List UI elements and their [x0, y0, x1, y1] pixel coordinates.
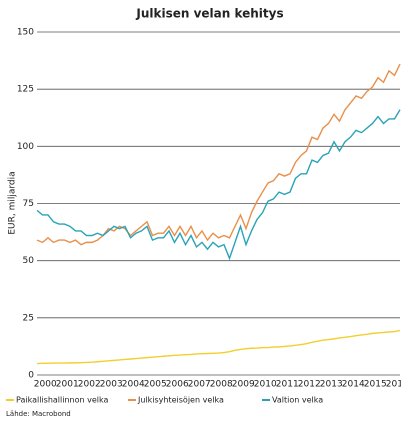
x-tick-label: 2009 [232, 380, 255, 390]
x-tick-label: 2008 [210, 380, 233, 390]
y-tick-label: 150 [17, 28, 34, 38]
legend-label: Paikallishallinnon velka [16, 396, 108, 405]
legend-label: Valtion velka [272, 396, 323, 405]
x-tick-label: 2016 [386, 380, 401, 390]
x-tick-label: 2005 [144, 380, 167, 390]
x-tick-label: 2007 [188, 380, 211, 390]
series-line [36, 329, 401, 365]
x-tick-label: 2000 [34, 380, 57, 390]
series-line [36, 109, 401, 261]
y-tick-label: 75 [23, 199, 34, 209]
x-tick-label: 2003 [100, 380, 123, 390]
x-tick-label: 2014 [342, 380, 365, 390]
x-tick-label: 2006 [166, 380, 189, 390]
x-tick-label: 2012 [298, 380, 321, 390]
y-tick-label: 0 [28, 371, 34, 381]
y-axis-label: EUR, miljardia [8, 171, 18, 234]
legend-label: Julkisyhteisöjen velka [137, 396, 224, 405]
x-tick-label: 2013 [320, 380, 343, 390]
y-tick-label: 25 [23, 313, 34, 323]
x-tick-label: 2015 [364, 380, 387, 390]
chart-title: Julkisen velan kehitys [135, 7, 283, 21]
x-tick-label: 2002 [78, 380, 101, 390]
x-tick-label: 2011 [276, 380, 299, 390]
source: Lähde: Macrobond [6, 410, 71, 418]
y-tick-label: 125 [17, 85, 34, 95]
x-tick-label: 2004 [122, 380, 145, 390]
y-tick-label: 100 [17, 142, 34, 152]
x-tick-label: 2010 [254, 380, 277, 390]
x-tick-label: 2001 [56, 380, 79, 390]
series-line [36, 63, 401, 246]
y-tick-label: 50 [23, 256, 35, 266]
